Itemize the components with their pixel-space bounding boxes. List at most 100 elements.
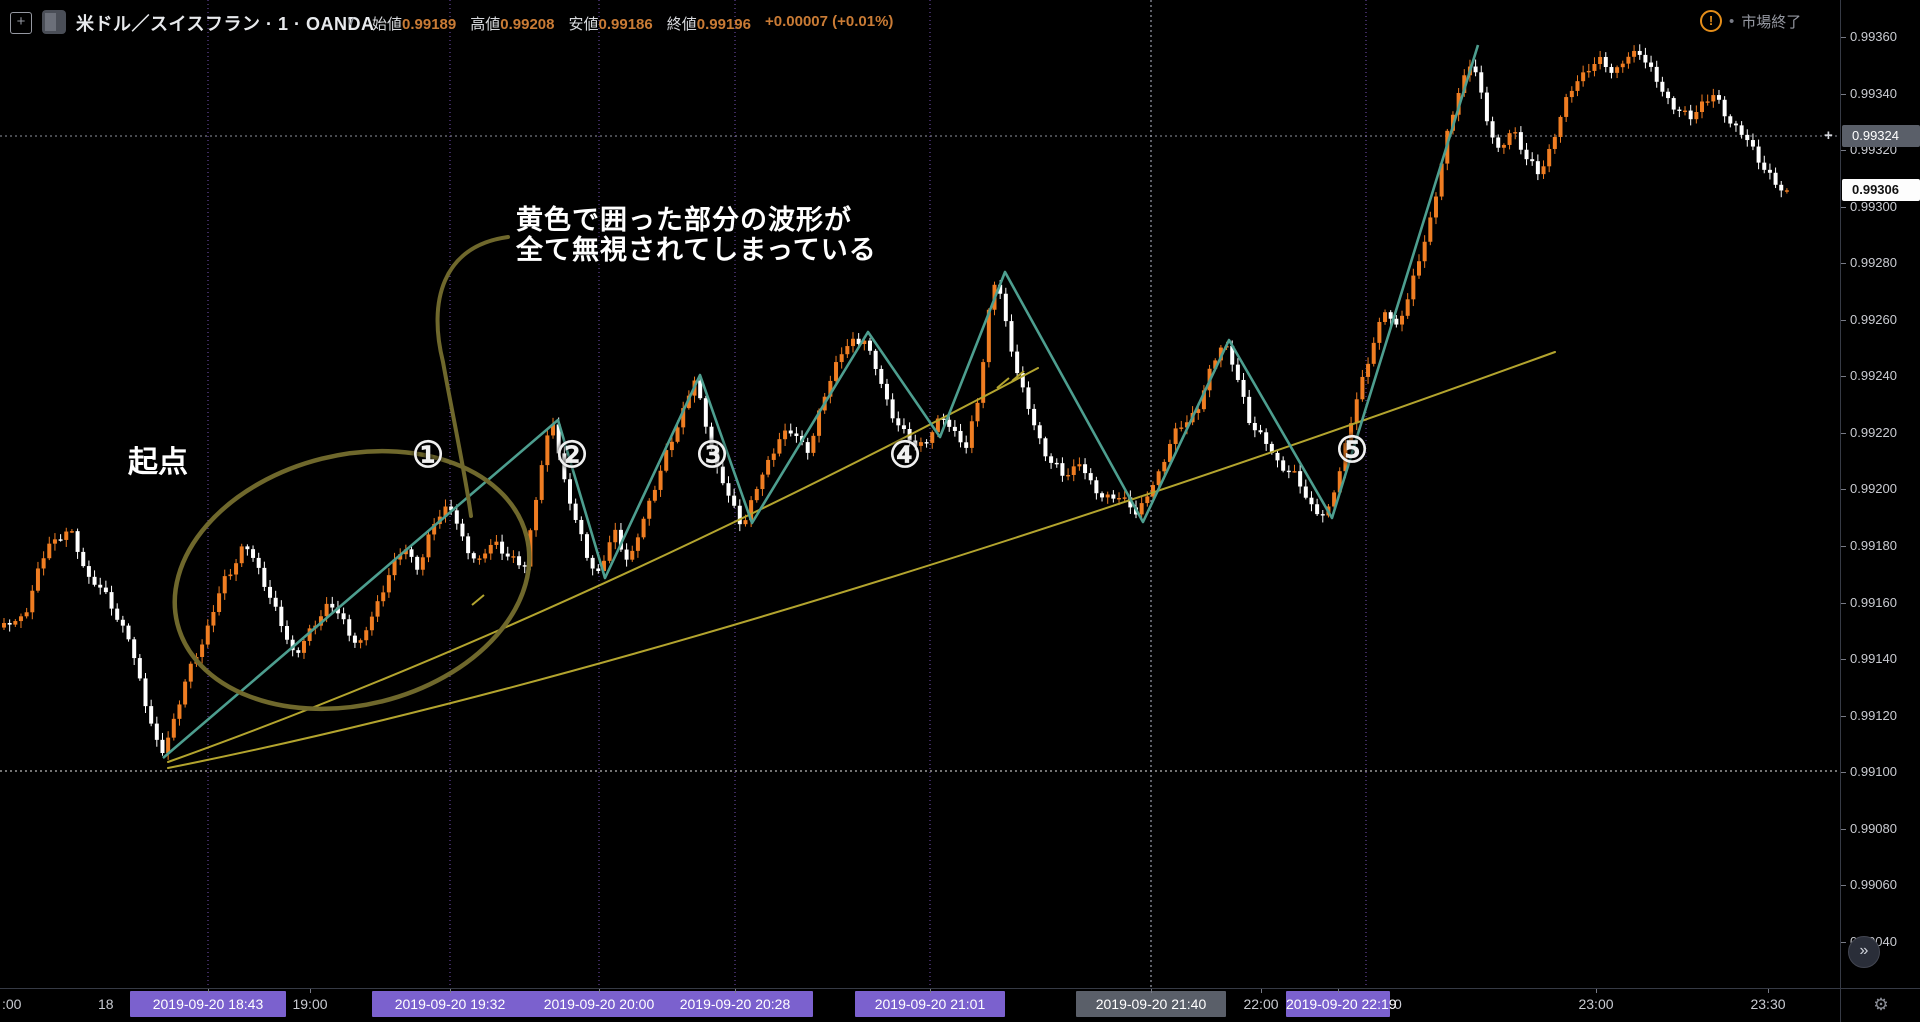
candle-body bbox=[1077, 464, 1082, 467]
candle-body bbox=[449, 506, 454, 511]
candle-body bbox=[1343, 443, 1348, 472]
candle-body bbox=[1762, 162, 1767, 170]
price-tick-label: 0.99360 bbox=[1841, 29, 1920, 44]
candle-body bbox=[409, 549, 414, 557]
candle-body bbox=[1535, 161, 1540, 175]
origin-point-label: 起点 bbox=[128, 446, 188, 479]
candle-body bbox=[522, 565, 527, 567]
time-tick-label: 23:30 bbox=[1750, 996, 1786, 1012]
candle-body bbox=[1060, 463, 1065, 476]
note-line-1: 黄色で囲った部分の波形が bbox=[516, 205, 852, 235]
time-tick-mark bbox=[1338, 989, 1339, 993]
candle-body bbox=[647, 500, 652, 519]
candle-body bbox=[1383, 312, 1388, 322]
candle-body bbox=[1122, 497, 1127, 499]
candle-body bbox=[335, 607, 340, 614]
candle-body bbox=[1286, 470, 1291, 473]
candle-body bbox=[115, 608, 120, 620]
candle-body bbox=[166, 737, 171, 754]
wave-number-label: ⑤ bbox=[1335, 429, 1369, 470]
watchlist-grid-icon[interactable]: + bbox=[10, 12, 32, 34]
candle-body bbox=[47, 543, 52, 559]
price-tick-label: 0.99280 bbox=[1841, 255, 1920, 270]
crosshair-plus-icon[interactable]: + bbox=[1824, 127, 1833, 144]
candle-body bbox=[386, 575, 391, 593]
candle-body bbox=[109, 592, 114, 609]
candle-body bbox=[1575, 81, 1580, 91]
candle-body bbox=[1026, 387, 1031, 409]
candle-body bbox=[494, 541, 499, 545]
candle-body bbox=[443, 506, 448, 517]
candle-body bbox=[1558, 116, 1563, 137]
price-tick-label: 0.99220 bbox=[1841, 425, 1920, 440]
candle-body bbox=[1315, 504, 1320, 515]
candle-body bbox=[1366, 363, 1371, 377]
candle-body bbox=[918, 442, 923, 446]
candle-body bbox=[1705, 101, 1710, 103]
candle-body bbox=[1569, 90, 1574, 98]
chevron-down-icon[interactable]: ∨ bbox=[346, 13, 356, 28]
time-label-partial: 18 bbox=[98, 996, 114, 1012]
candle-body bbox=[1716, 95, 1721, 100]
candle-body bbox=[154, 723, 159, 740]
ohlc-item: 安値0.99186 bbox=[568, 16, 653, 33]
candle-body bbox=[834, 362, 839, 381]
time-tick-mark bbox=[1768, 989, 1769, 993]
candle-body bbox=[1496, 137, 1501, 148]
candle-body bbox=[1484, 92, 1489, 122]
candle-body bbox=[1649, 62, 1654, 67]
candle-body bbox=[137, 658, 142, 679]
candle-body bbox=[947, 419, 952, 427]
symbol-logo bbox=[42, 10, 66, 34]
candle-body bbox=[1320, 514, 1325, 516]
candle-body bbox=[884, 383, 889, 400]
candle-body bbox=[200, 644, 205, 657]
axis-settings-gear-icon[interactable]: ⚙ bbox=[1840, 988, 1920, 1022]
sketch-ellipse bbox=[172, 448, 532, 712]
sketch-tick-mark bbox=[471, 594, 485, 606]
candle-body bbox=[143, 678, 148, 707]
candle-body bbox=[1733, 123, 1738, 126]
candle-body bbox=[92, 576, 97, 585]
scroll-to-realtime-button[interactable]: » bbox=[1848, 936, 1880, 968]
time-tick-mark bbox=[450, 989, 451, 993]
price-tick-label: 0.99160 bbox=[1841, 595, 1920, 610]
candle-body bbox=[1100, 493, 1105, 498]
price-axis[interactable]: 0.99360 0.99340 0.99320 0.99300 0.99280 0.992… bbox=[1840, 0, 1920, 988]
candle-body bbox=[1490, 121, 1495, 138]
candle-body bbox=[669, 441, 674, 451]
candle-body bbox=[641, 518, 646, 538]
candle-body bbox=[562, 453, 567, 480]
candle-body bbox=[1349, 423, 1354, 444]
candle-body bbox=[539, 465, 544, 500]
candle-body bbox=[188, 663, 193, 682]
candle-body bbox=[500, 541, 505, 554]
candle-body bbox=[568, 479, 572, 504]
candle-body bbox=[1066, 474, 1071, 477]
symbol-title[interactable]: 米ドル／スイスフラン · 1 · OANDA bbox=[76, 14, 375, 34]
candle-body bbox=[1405, 299, 1410, 316]
candle-body bbox=[1247, 396, 1252, 423]
warning-icon[interactable]: ! bbox=[1700, 10, 1722, 32]
note-annotation: 黄色で囲った部分の波形が 全て無視されてしまっている bbox=[516, 205, 877, 265]
candle-body bbox=[234, 563, 239, 575]
price-tick-label: 0.99120 bbox=[1841, 708, 1920, 723]
candle-body bbox=[1049, 456, 1054, 463]
candle-body bbox=[58, 539, 63, 541]
candle-body bbox=[1620, 63, 1625, 68]
candle-body bbox=[1513, 132, 1518, 134]
candle-body bbox=[1654, 66, 1659, 82]
candle-body bbox=[867, 340, 872, 351]
time-label-partial: :00 bbox=[2, 996, 22, 1012]
candle-body bbox=[1230, 345, 1235, 365]
ohlc-item: 終値0.99196 bbox=[666, 16, 751, 33]
candle-body bbox=[41, 558, 46, 569]
candle-body bbox=[1518, 132, 1523, 150]
candle-body bbox=[1332, 492, 1337, 507]
chart-canvas[interactable] bbox=[0, 0, 1840, 988]
candle-body bbox=[1683, 110, 1688, 112]
chart-header: + 米ドル／スイスフラン · 1 · OANDA ∨ 始値0.99189 高値0.… bbox=[0, 0, 1840, 44]
time-axis[interactable]: :00 18 0 19:00 22:00 23:00 23:30 2019-09-20 18:… bbox=[0, 988, 1840, 1022]
candle-body bbox=[754, 489, 759, 501]
candle-body bbox=[828, 380, 833, 397]
